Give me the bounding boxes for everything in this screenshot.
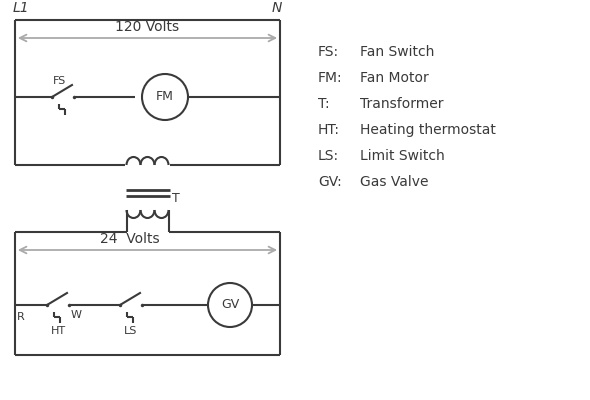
Text: LS: LS [124,326,137,336]
Text: Fan Switch: Fan Switch [360,45,434,59]
Text: Gas Valve: Gas Valve [360,175,428,189]
Text: FS:: FS: [318,45,339,59]
Text: GV: GV [221,298,239,312]
Text: 24  Volts: 24 Volts [100,232,160,246]
Text: N: N [271,1,282,15]
Text: FM:: FM: [318,71,343,85]
Text: Transformer: Transformer [360,97,444,111]
Text: FS: FS [53,76,66,86]
Text: Heating thermostat: Heating thermostat [360,123,496,137]
Text: T:: T: [318,97,330,111]
Text: GV:: GV: [318,175,342,189]
Text: FM: FM [156,90,174,104]
Text: HT: HT [50,326,65,336]
Text: LS:: LS: [318,149,339,163]
Text: 120 Volts: 120 Volts [116,20,179,34]
Text: R: R [17,312,25,322]
Text: Limit Switch: Limit Switch [360,149,445,163]
Text: W: W [71,310,82,320]
Text: Fan Motor: Fan Motor [360,71,429,85]
Text: T: T [172,192,181,204]
Text: HT:: HT: [318,123,340,137]
Text: L1: L1 [13,1,30,15]
